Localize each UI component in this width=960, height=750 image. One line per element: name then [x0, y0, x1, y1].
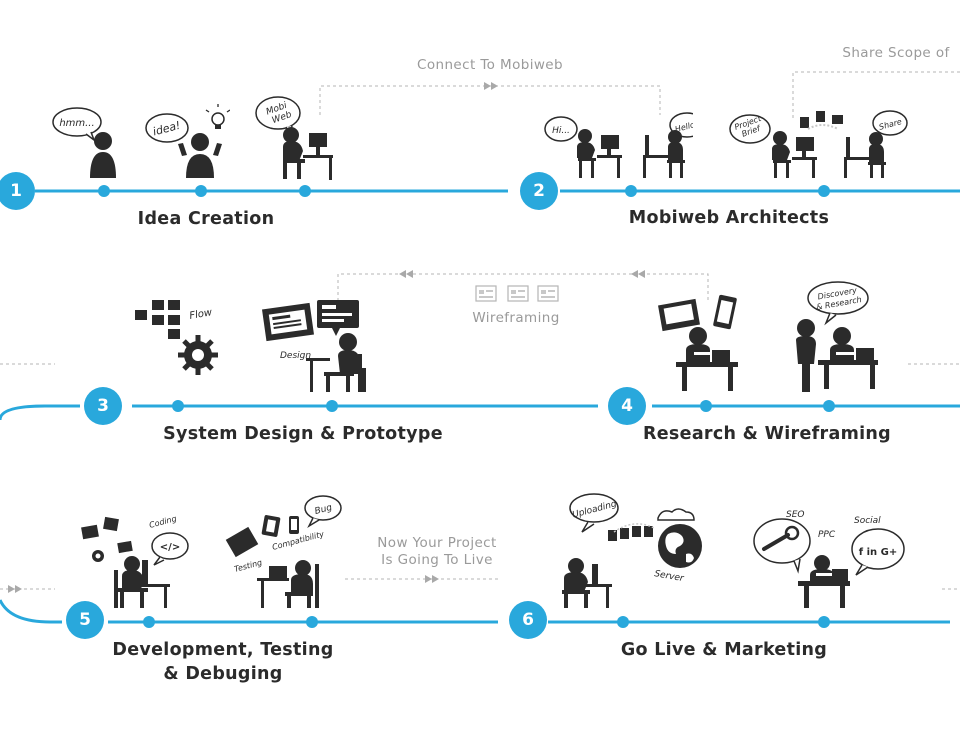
stage-5-title-line1: Development, Testing [112, 640, 334, 660]
stage-5-badge: 5 [66, 601, 104, 639]
flow-gear-illustration: Flow [135, 300, 218, 375]
timeline-dot [172, 400, 184, 412]
testing-label: Testing [233, 558, 263, 574]
timeline-dot [98, 185, 110, 197]
timeline-dot [306, 616, 318, 628]
timeline-dot [823, 400, 835, 412]
stage-5-title-line2: & Debuging [163, 664, 283, 684]
design-desk-illustration: Design [262, 300, 366, 392]
connector-label-share-scope: Share Scope of [842, 45, 950, 61]
code-tag-text: </> [160, 542, 180, 553]
timeline-dot [617, 616, 629, 628]
connector-label-wireframing: Wireframing [472, 310, 560, 326]
stage-6-title: Go Live & Marketing [620, 640, 828, 660]
server-label: Server [653, 569, 685, 584]
timeline-dot [818, 616, 830, 628]
discovery-research-illustration: Discovery & Research [796, 281, 878, 392]
stage-2-title: Mobiweb Architects [628, 208, 830, 228]
timeline-dot [195, 185, 207, 197]
bubble-bug-text: Bug [314, 503, 334, 517]
marketing-desk-illustration: SEO PPC Social f in G+ [753, 510, 905, 608]
stage-4-title: Research & Wireframing [642, 424, 892, 444]
connector-label-golive-2: Is Going To Live [381, 552, 493, 568]
stage-6-badge: 6 [509, 601, 547, 639]
coding-label: Coding [148, 514, 177, 530]
uploading-server-illustration: Uploading Server [562, 493, 702, 608]
seo-label: SEO [786, 510, 804, 520]
team-greeting-illustration: Hi... Hello.. [544, 112, 693, 178]
connector-label-connect: Connect To Mobiweb [417, 57, 563, 73]
timeline-dot [625, 185, 637, 197]
social-icons-text: f in G+ [859, 547, 897, 558]
research-desk-illustration [658, 294, 738, 391]
project-brief-illustration: Project Brief Share [729, 110, 908, 178]
stage-2-badge: 2 [520, 172, 558, 210]
timeline-dot [326, 400, 338, 412]
bubble-hi-text: Hi... [552, 126, 570, 136]
flow-label: Flow [189, 307, 214, 322]
stage-4-badge: 4 [608, 387, 646, 425]
ppc-label: PPC [818, 530, 836, 540]
stage-3-title: System Design & Prototype [163, 424, 443, 444]
design-label: Design [280, 351, 311, 361]
timeline-dot [700, 400, 712, 412]
timeline-dot [143, 616, 155, 628]
coding-desk-illustration: </> Coding [81, 514, 189, 608]
thinking-people-illustration: hmm... idea! [52, 104, 230, 178]
timeline-dot [299, 185, 311, 197]
testing-desk-illustration: Bug Testing Compatibility [225, 495, 342, 608]
stage-1-badge: 1 [0, 172, 35, 210]
timeline-dot [818, 185, 830, 197]
connector-label-golive-1: Now Your Project [377, 535, 497, 551]
stage-1-title: Idea Creation [137, 209, 275, 229]
bubble-hmm-text: hmm... [59, 118, 94, 129]
stage-3-badge: 3 [84, 387, 122, 425]
social-label: Social [854, 516, 881, 526]
mobiweb-desk-illustration: Mobi Web [255, 96, 333, 180]
